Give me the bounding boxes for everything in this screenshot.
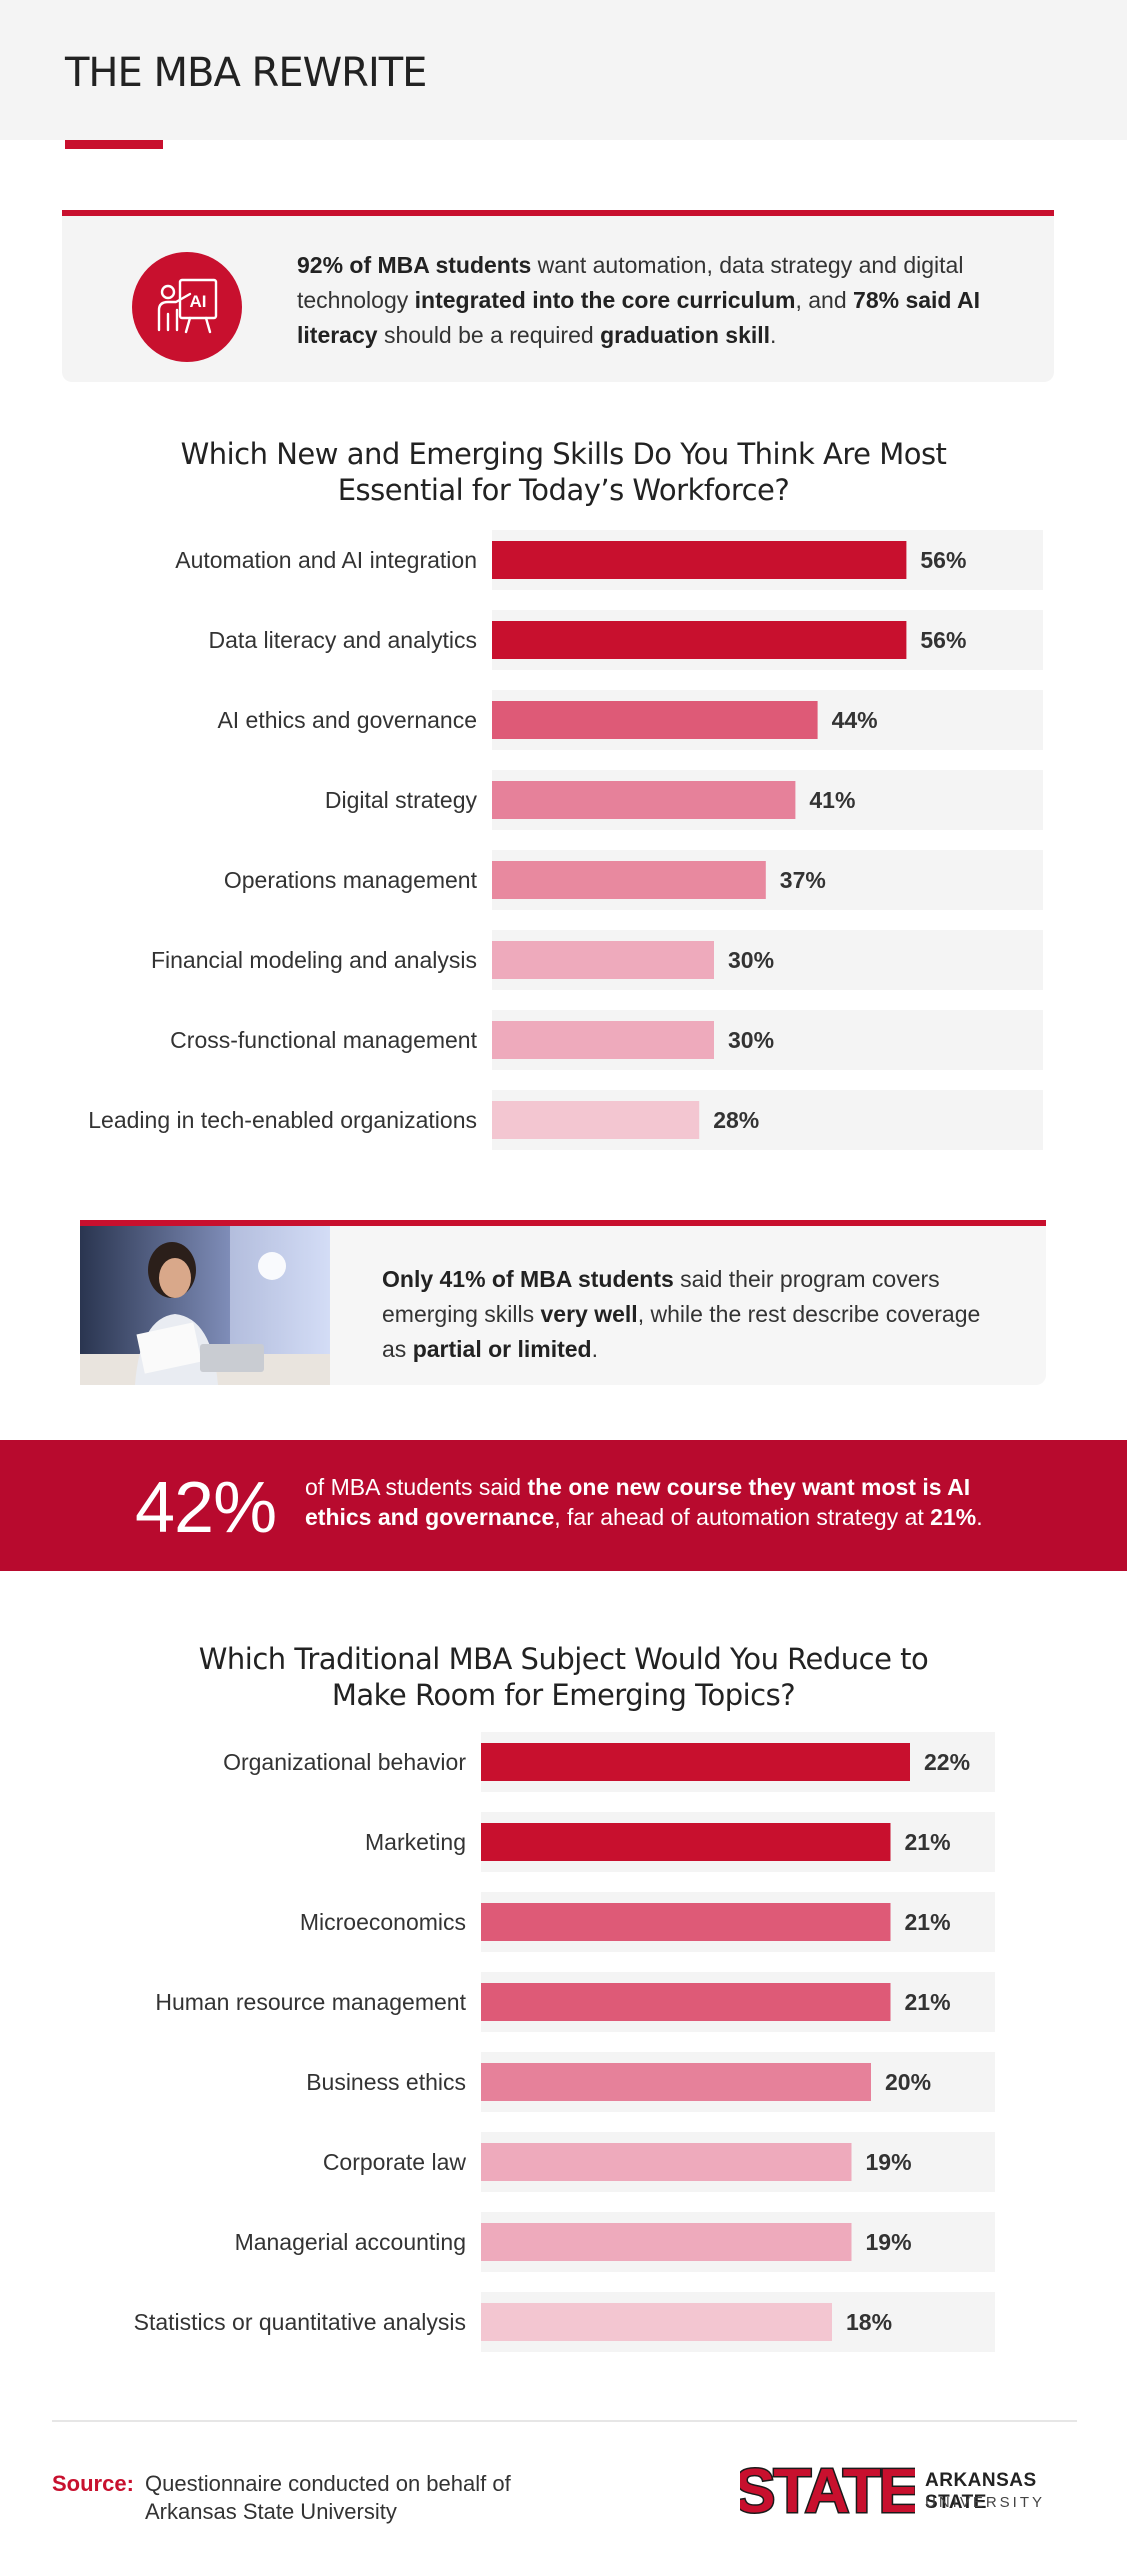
chart2-title: Which Traditional MBA Subject Would You … (198, 1642, 929, 1712)
bar (492, 1021, 714, 1059)
state-wordmark-icon: STATE (740, 2456, 915, 2528)
highlight-band: 42% of MBA students said the one new cou… (0, 1440, 1127, 1571)
value-label: 20% (885, 2069, 931, 2095)
category-label: Financial modeling and analysis (151, 947, 477, 973)
value-label: 19% (866, 2229, 912, 2255)
category-label: Data literacy and analytics (209, 627, 477, 653)
category-label: Automation and AI integration (175, 547, 477, 573)
category-label: Managerial accounting (235, 2229, 466, 2255)
arkansas-state-logo: STATE ARKANSAS STATE UNIVERSITY (740, 2440, 1080, 2535)
value-label: 37% (780, 867, 826, 893)
category-label: AI ethics and governance (217, 707, 477, 733)
bar (481, 2143, 852, 2181)
bar (492, 621, 907, 659)
bar (481, 1983, 891, 2021)
source-label: Source: (52, 2471, 134, 2496)
category-label: Cross-functional management (170, 1027, 477, 1053)
bar (492, 941, 714, 979)
page-header: THE MBA REWRITE (0, 0, 1127, 140)
category-label: Operations management (224, 867, 478, 893)
highlight-text: of MBA students said the one new course … (305, 1474, 983, 1530)
value-label: 56% (920, 547, 966, 573)
value-label: 21% (905, 1829, 951, 1855)
category-label: Business ethics (306, 2069, 466, 2095)
svg-text:STATE: STATE (740, 2457, 915, 2526)
stat-callout-text: 92% of MBA students want automation, dat… (297, 252, 981, 348)
bar (481, 1903, 891, 1941)
category-label: Organizational behavior (223, 1749, 466, 1775)
bar (481, 2063, 871, 2101)
bar (492, 861, 766, 899)
bar (481, 1823, 891, 1861)
value-label: 30% (728, 947, 774, 973)
bar (492, 701, 818, 739)
stat-callout-card: AI 92% of MBA students want automation, … (62, 210, 1054, 382)
page-title: THE MBA REWRITE (65, 50, 427, 96)
subjects-bar-chart: Organizational behavior 22% Marketing 21% Mi… (134, 1732, 995, 2352)
coverage-callout-text: Only 41% of MBA students said their prog… (382, 1266, 981, 1362)
value-label: 41% (809, 787, 855, 813)
value-label: 28% (713, 1107, 759, 1133)
value-label: 30% (728, 1027, 774, 1053)
ai-presentation-icon: AI (132, 252, 242, 362)
category-label: Digital strategy (325, 787, 478, 813)
title-accent-bar (65, 140, 163, 149)
logo-subtitle: UNIVERSITY (925, 2494, 1046, 2511)
category-label: Microeconomics (300, 1909, 466, 1935)
coverage-callout-card: Only 41% of MBA students said their prog… (80, 1220, 1046, 1385)
category-label: Statistics or quantitative analysis (134, 2309, 466, 2335)
value-label: 44% (832, 707, 878, 733)
value-label: 21% (905, 1909, 951, 1935)
chart1-title: Which New and Emerging Skills Do You Thi… (180, 437, 947, 507)
student-photo (80, 1226, 330, 1385)
bar (492, 1101, 700, 1139)
category-label: Leading in tech-enabled organizations (88, 1107, 477, 1133)
source-text: Questionnaire conducted on behalf of Ark… (145, 2471, 511, 2524)
bar (492, 781, 796, 819)
bar (492, 541, 907, 579)
category-label: Corporate law (323, 2149, 467, 2175)
value-label: 21% (905, 1989, 951, 2015)
svg-text:AI: AI (190, 292, 207, 311)
bar (481, 2223, 852, 2261)
value-label: 22% (924, 1749, 970, 1775)
value-label: 19% (866, 2149, 912, 2175)
skills-bar-chart: Automation and AI integration 56% Data lit… (88, 530, 1043, 1150)
value-label: 56% (920, 627, 966, 653)
logo-name: ARKANSAS STATE (925, 2470, 1037, 2513)
value-label: 18% (846, 2309, 892, 2335)
category-label: Human resource management (155, 1989, 466, 2015)
footer-divider (52, 2420, 1077, 2422)
category-label: Marketing (365, 1829, 466, 1855)
highlight-stat: 42% (135, 1468, 277, 1548)
bar (481, 2303, 832, 2341)
bar (481, 1743, 910, 1781)
